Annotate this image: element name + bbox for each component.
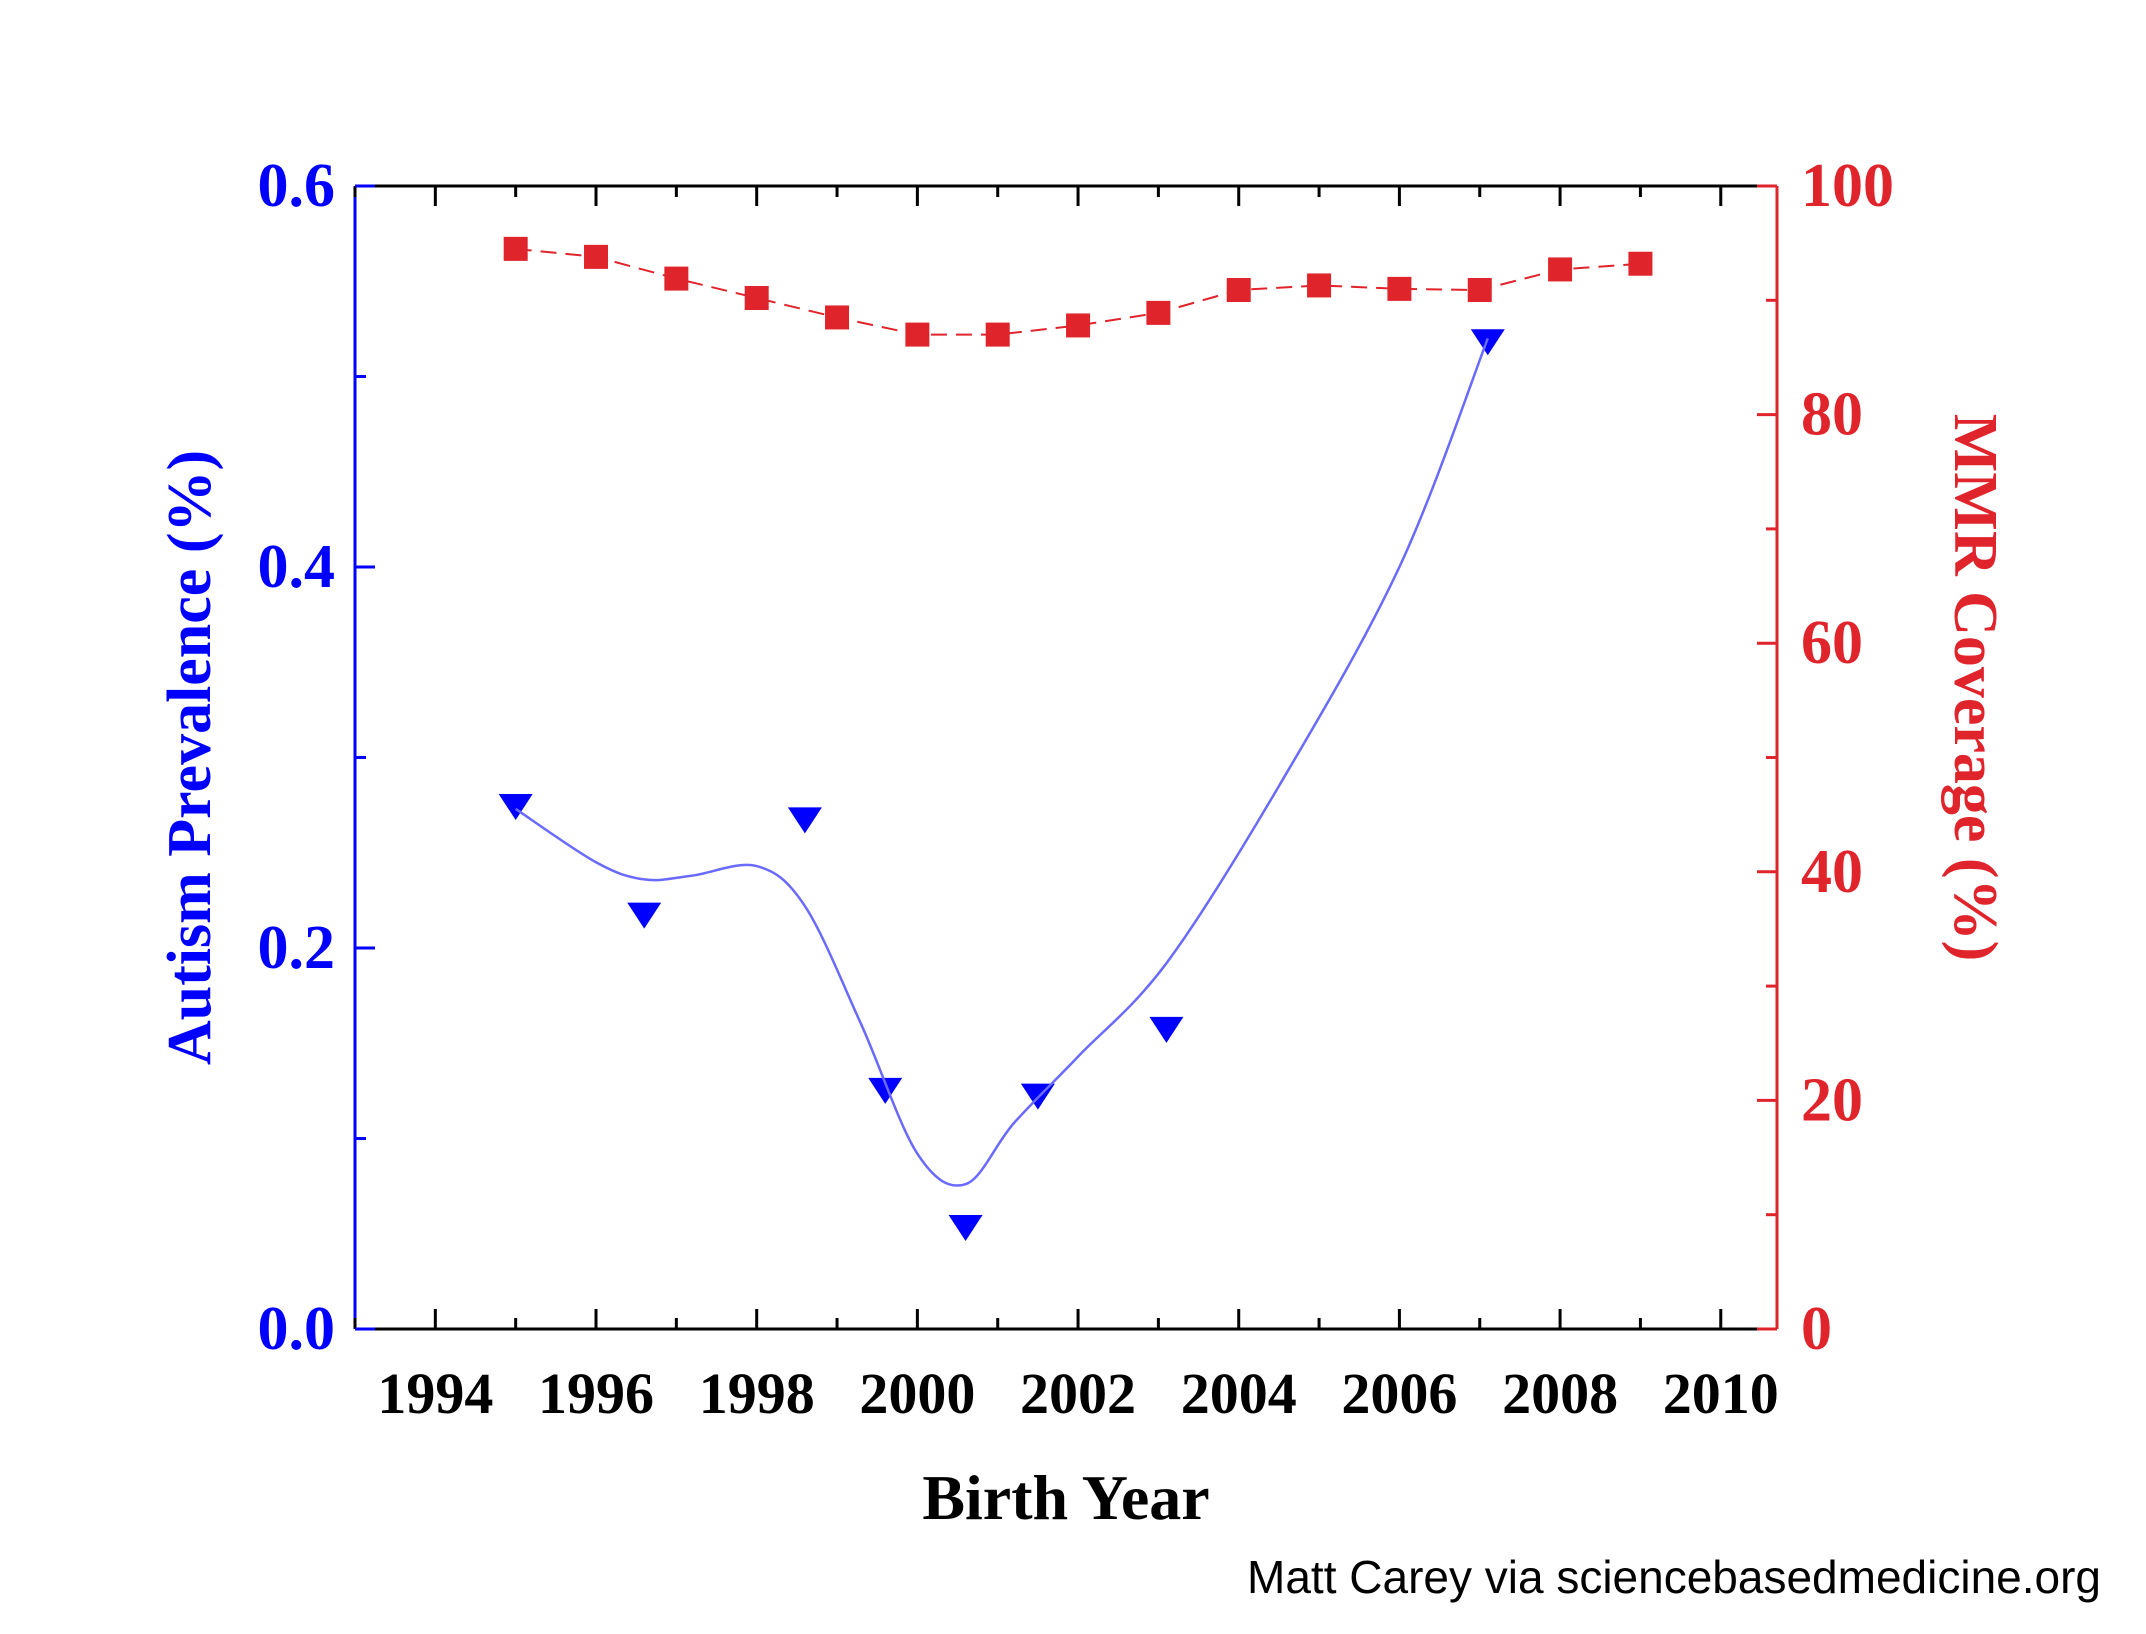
y-right-tick-label: 40 — [1801, 838, 1863, 906]
y-left-tick-label: 0.2 — [258, 914, 336, 982]
y-left-tick-label: 0.6 — [258, 152, 336, 220]
x-axis-label: Birth Year — [922, 1462, 1209, 1533]
autism-point — [787, 807, 822, 834]
mmr-point — [1467, 278, 1492, 303]
x-tick-label: 2002 — [1020, 1361, 1136, 1426]
x-tick-label: 2008 — [1502, 1361, 1618, 1426]
x-tick-label: 1998 — [699, 1361, 815, 1426]
axis-ticks: 1994 1996 1998 2000 2002 2004 2006 2008 2010 0.0 0… — [258, 152, 1895, 1426]
series-group — [498, 236, 1653, 1242]
y-right-tick-label: 20 — [1801, 1066, 1863, 1134]
autism-fit-curve — [514, 337, 1489, 1187]
mmr-point — [1066, 313, 1091, 338]
x-tick-label: 1996 — [538, 1361, 654, 1426]
plot-frame — [353, 184, 1779, 1331]
x-tick-label: 2000 — [859, 1361, 975, 1426]
autism-point — [627, 902, 662, 929]
mmr-point — [905, 322, 930, 347]
y-right-tick-label: 100 — [1801, 152, 1894, 220]
y-left-tick-label: 0.0 — [258, 1295, 336, 1363]
y-left-tick-label: 0.4 — [258, 533, 336, 601]
y-axis-left-label: Autism Prevalence (%) — [156, 450, 224, 1065]
credit-text: Matt Carey via sciencebasedmedicine.org — [1247, 1551, 2101, 1603]
y-right-tick-label: 80 — [1801, 381, 1863, 449]
mmr-point — [985, 322, 1010, 347]
mmr-point — [825, 305, 850, 330]
x-tick-label: 2010 — [1663, 1361, 1779, 1426]
mmr-point — [664, 266, 689, 291]
autism-point — [498, 794, 533, 821]
autism-point — [948, 1215, 983, 1242]
mmr-point — [1548, 257, 1573, 282]
mmr-point — [1226, 278, 1251, 303]
autism-point — [1149, 1016, 1184, 1043]
mmr-point — [744, 286, 769, 311]
series-0 — [498, 329, 1505, 1242]
series-2 — [503, 236, 1653, 347]
x-tick-label: 2006 — [1341, 1361, 1457, 1426]
series-1 — [514, 337, 1489, 1187]
y-axis-right-label: MMR Coverage (%) — [1941, 414, 2009, 961]
y-right-tick-label: 60 — [1801, 609, 1863, 677]
x-tick-label: 2004 — [1181, 1361, 1297, 1426]
mmr-point — [503, 236, 528, 261]
mmr-point — [1307, 273, 1332, 298]
autism-point — [1470, 329, 1505, 356]
mmr-dashed-line — [515, 247, 1641, 336]
y-right-tick-label: 0 — [1801, 1295, 1832, 1363]
mmr-point — [1146, 300, 1171, 325]
mmr-point — [584, 244, 609, 269]
x-tick-label: 1994 — [377, 1361, 493, 1426]
mmr-point — [1628, 251, 1653, 276]
autism-point — [868, 1077, 903, 1104]
mmr-point — [1387, 276, 1412, 301]
axis-labels: Autism Prevalence (%) MMR Coverage (%) B… — [156, 414, 2009, 1533]
